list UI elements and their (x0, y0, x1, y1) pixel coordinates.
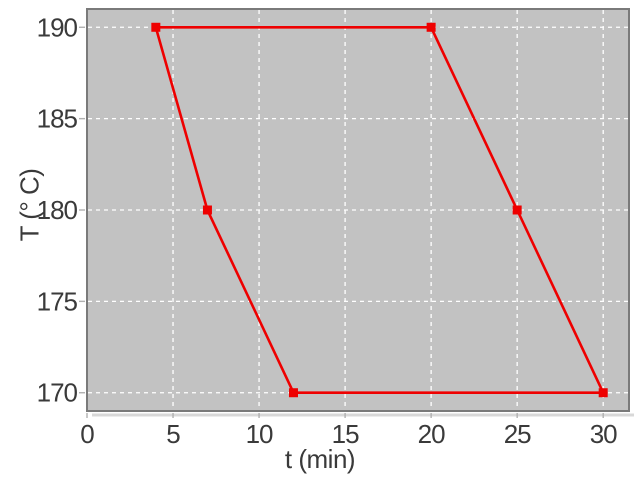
x-axis-label: t (min) (284, 444, 356, 474)
data-point-marker (426, 22, 436, 32)
y-tick-label: 175 (37, 286, 78, 316)
x-tick-label: 10 (246, 419, 273, 449)
y-tick-label: 190 (37, 12, 78, 42)
x-tick-label: 25 (504, 419, 531, 449)
data-point-marker (512, 205, 522, 215)
plot-border (86, 8, 630, 412)
x-tick-label: 0 (80, 419, 94, 449)
data-point-marker (202, 205, 212, 215)
data-point-marker (598, 388, 608, 398)
x-tick-label: 30 (590, 419, 617, 449)
x-tick-label: 15 (332, 419, 359, 449)
y-tick-label: 180 (37, 195, 78, 225)
data-point-marker (288, 388, 298, 398)
y-tick-label: 185 (37, 104, 78, 134)
x-tick-label: 20 (418, 419, 445, 449)
data-point-marker (151, 22, 161, 32)
y-axis-label: T (° C) (14, 168, 45, 242)
x-tick-label: 5 (166, 419, 180, 449)
y-tick-label: 170 (37, 378, 78, 408)
